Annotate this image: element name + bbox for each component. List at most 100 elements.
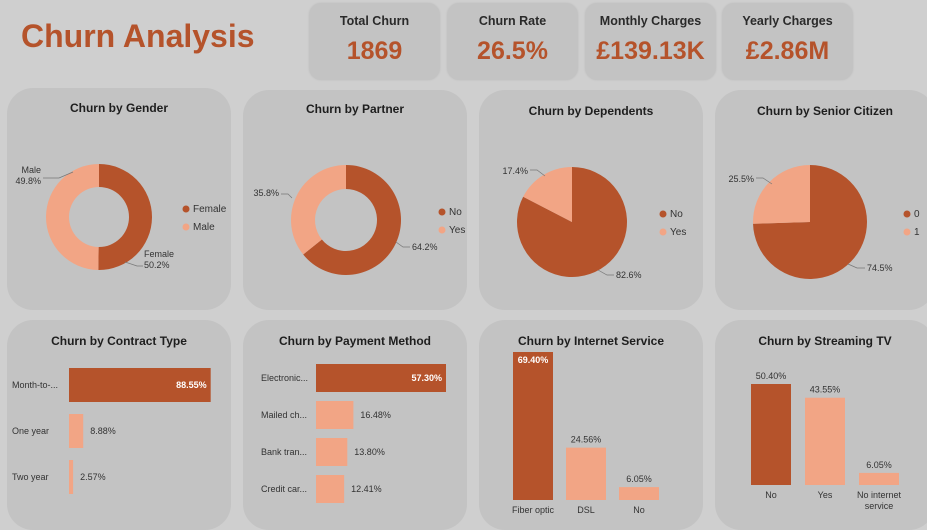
kpi-value: 1869 bbox=[346, 37, 403, 65]
data-label: 13.80% bbox=[354, 447, 385, 457]
legend-label: No bbox=[449, 207, 462, 218]
category-label: No bbox=[633, 505, 645, 515]
pie-slice bbox=[517, 167, 627, 278]
category-label: Mailed ch... bbox=[261, 410, 307, 420]
pie-slice bbox=[303, 165, 401, 275]
data-label: 43.55% bbox=[810, 385, 841, 395]
slice-value-label: 74.5% bbox=[867, 263, 893, 273]
chart-title: Churn by Internet Service bbox=[517, 334, 665, 348]
slice-category-label: Male bbox=[21, 165, 41, 175]
kpi-label: Monthly Charges bbox=[599, 14, 702, 28]
pie-slice bbox=[45, 164, 99, 270]
category-label: No internet bbox=[857, 490, 902, 500]
leader-line bbox=[756, 177, 773, 185]
card-churn-by-contract-type: Churn by Contract Type Month-to-... 88.55… bbox=[7, 320, 231, 530]
legend-label: 0 bbox=[914, 209, 920, 220]
pie-slice bbox=[98, 164, 152, 270]
category-label: Yes bbox=[818, 490, 833, 500]
legend-label: No bbox=[670, 209, 683, 220]
legend-label: Female bbox=[193, 204, 227, 215]
bar bbox=[316, 438, 348, 466]
card-churn-by-internet-service: Churn by Internet Service 69.40% Fiber op… bbox=[479, 320, 703, 530]
chart-title: Churn by Gender bbox=[69, 101, 168, 115]
slice-value-label: 25.5% bbox=[728, 174, 754, 184]
pie-slice bbox=[523, 167, 572, 222]
slice-value-label: 50.2% bbox=[144, 260, 170, 270]
chart-title: Churn by Streaming TV bbox=[758, 334, 892, 348]
bar bbox=[316, 364, 446, 392]
data-label: 16.48% bbox=[360, 410, 391, 420]
chart-internet: 69.40% Fiber optic 24.56% DSL 6.05% No bbox=[512, 352, 659, 515]
data-label: 24.56% bbox=[571, 435, 602, 445]
legend-label: 1 bbox=[914, 227, 920, 238]
leader-line bbox=[43, 171, 74, 179]
data-label: 6.05% bbox=[626, 474, 652, 484]
category-label: DSL bbox=[577, 505, 595, 515]
chart-contract: Month-to-... 88.55% One year 8.88% Two year 2… bbox=[12, 368, 211, 494]
leader-line bbox=[530, 169, 546, 177]
card-churn-by-gender: Churn by Gender Female 50.2% Male 49.8% Fema… bbox=[7, 88, 231, 310]
data-label: 12.41% bbox=[351, 484, 382, 494]
data-label: 50.40% bbox=[756, 371, 787, 381]
legend-marker bbox=[903, 228, 911, 236]
legend-marker bbox=[182, 223, 190, 231]
card-churn-by-senior-citizen: Churn by Senior Citizen 74.5% 25.5% 0 1 bbox=[715, 90, 927, 310]
category-label: Two year bbox=[12, 472, 49, 482]
bar bbox=[566, 447, 606, 500]
data-label: 57.30% bbox=[411, 373, 442, 383]
legend-label: Yes bbox=[670, 227, 686, 238]
kpi-label: Yearly Charges bbox=[742, 14, 833, 28]
data-label: 88.55% bbox=[176, 380, 207, 390]
kpi-value: £139.13K bbox=[596, 37, 705, 65]
legend-marker bbox=[438, 226, 446, 234]
kpi-value: 26.5% bbox=[477, 37, 548, 65]
card-churn-by-partner: Churn by Partner 64.2% 35.8% No Yes bbox=[243, 90, 467, 310]
bar bbox=[859, 472, 899, 485]
category-label: Credit car... bbox=[261, 484, 307, 494]
bar bbox=[69, 368, 211, 402]
kpi-label: Total Churn bbox=[339, 14, 410, 28]
data-label: 2.57% bbox=[80, 472, 106, 482]
leader-line bbox=[847, 263, 865, 269]
page-title: Churn Analysis bbox=[21, 18, 255, 54]
kpi-label: Churn Rate bbox=[478, 14, 547, 28]
bar bbox=[805, 397, 845, 485]
category-label: Bank tran... bbox=[261, 447, 307, 457]
slice-value-label: 17.4% bbox=[502, 166, 528, 176]
chart-title: Churn by Dependents bbox=[528, 104, 654, 118]
category-label: service bbox=[865, 501, 894, 511]
bar bbox=[751, 384, 791, 485]
leader-line bbox=[597, 269, 614, 276]
card-churn-by-payment-method: Churn by Payment Method Electronic... 57.… bbox=[243, 320, 467, 530]
card-churn-by-dependents: Churn by Dependents 82.6% 17.4% No Yes bbox=[479, 90, 703, 310]
slice-value-label: 35.8% bbox=[253, 188, 279, 198]
data-label: 69.40% bbox=[518, 355, 549, 365]
card-churn-by-streaming-tv: Churn by Streaming TV 50.40% No 43.55% Yes 6… bbox=[715, 320, 927, 530]
chart-title: Churn by Partner bbox=[305, 102, 404, 116]
chart-title: Churn by Contract Type bbox=[51, 334, 187, 348]
legend-marker bbox=[438, 208, 446, 216]
pie-slice bbox=[291, 165, 346, 255]
chart-senior: 74.5% 25.5% 0 1 bbox=[728, 165, 920, 279]
legend-marker bbox=[182, 205, 190, 213]
slice-value-label: 49.8% bbox=[15, 176, 41, 186]
data-label: 6.05% bbox=[866, 460, 892, 470]
category-label: No bbox=[765, 490, 777, 500]
chart-partner: 64.2% 35.8% No Yes bbox=[253, 165, 465, 275]
kpi-yearly-charges: Yearly Charges £2.86M bbox=[722, 3, 853, 80]
leader-line bbox=[395, 241, 410, 248]
chart-title: Churn by Payment Method bbox=[278, 334, 431, 348]
bar bbox=[316, 475, 345, 503]
legend-marker bbox=[659, 210, 667, 218]
kpi-monthly-charges: Monthly Charges £139.13K bbox=[585, 3, 716, 80]
category-label: Electronic... bbox=[261, 373, 308, 383]
pie-slice bbox=[753, 165, 867, 279]
legend-label: Yes bbox=[449, 225, 465, 236]
data-label: 8.88% bbox=[90, 426, 116, 436]
bar bbox=[513, 352, 553, 500]
legend-label: Male bbox=[193, 222, 215, 233]
leader-line bbox=[281, 193, 293, 199]
legend-marker bbox=[903, 210, 911, 218]
leader-line bbox=[124, 261, 143, 267]
